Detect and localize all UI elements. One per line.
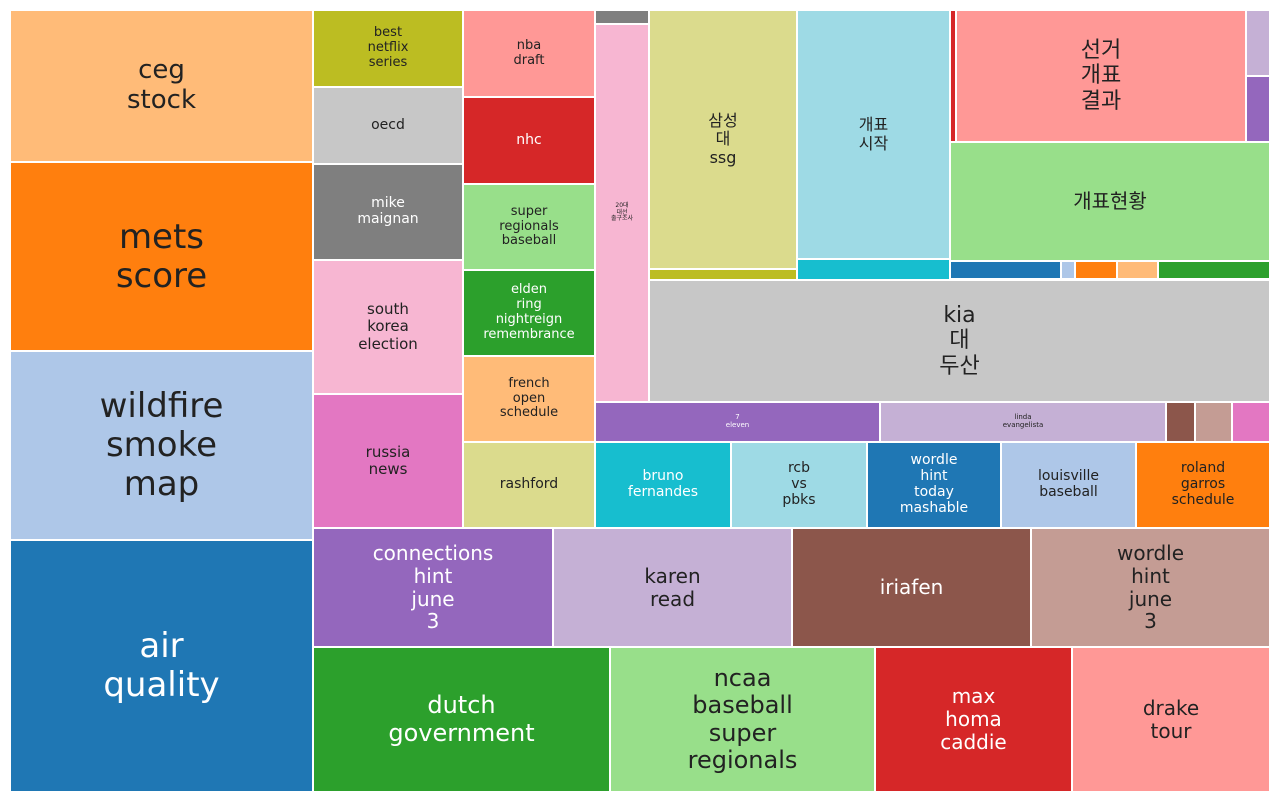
treemap-tile-label: 개표 시작 (858, 115, 889, 153)
treemap-tile-label: 7 eleven (725, 413, 750, 429)
treemap-tile: air quality (10, 540, 313, 792)
treemap-tile: 선거 개표 결과 (956, 10, 1246, 142)
treemap-tile-label: iriafen (879, 575, 944, 600)
treemap-tile: iriafen (792, 528, 1031, 647)
treemap-tile-label: mets score (115, 216, 208, 296)
treemap-tile-label: dutch government (388, 691, 535, 747)
treemap-tile: mets score (10, 162, 313, 351)
treemap-tile: wordle hint june 3 (1031, 528, 1270, 647)
treemap-tile: dutch government (313, 647, 610, 792)
treemap-tile: nhc (463, 97, 595, 184)
treemap-tile-label: bruno fernandes (627, 468, 699, 500)
treemap-tile (649, 269, 797, 280)
treemap-tile-label: karen read (644, 563, 701, 611)
treemap-tile: louisville baseball (1001, 442, 1136, 528)
treemap-tile: south korea election (313, 260, 463, 394)
treemap-tile-label: nba draft (513, 37, 545, 68)
treemap-tile-label: 개표현황 (1073, 189, 1147, 214)
treemap-tile-label: russia news (365, 442, 411, 478)
treemap-tile (1075, 261, 1117, 279)
treemap-tile (1158, 261, 1270, 279)
treemap-tile (1061, 261, 1075, 279)
treemap-tile-label: super regionals baseball (499, 203, 559, 249)
treemap-tile-label: ceg stock (127, 55, 196, 115)
treemap-tile-label: french open schedule (499, 375, 559, 421)
treemap-tile-label: wordle hint june 3 (1116, 540, 1185, 634)
treemap-tile-label: louisville baseball (1037, 468, 1100, 500)
treemap-tile (1232, 402, 1270, 442)
treemap-tile: rashford (463, 442, 595, 528)
treemap-tile-label: oecd (371, 116, 405, 133)
treemap-tile: kia 대 두산 (649, 280, 1270, 402)
treemap-tile-label: roland garros schedule (1171, 460, 1235, 508)
treemap-tile: 20대 대선 출구조사 (595, 24, 649, 402)
treemap-tile (1166, 402, 1195, 442)
treemap-tile-label: rcb vs pbks (782, 460, 816, 508)
treemap-tile-label: connections hint june 3 (372, 540, 494, 634)
treemap-tile-label: linda evangelista (1002, 413, 1044, 429)
treemap-tile: max homa caddie (875, 647, 1072, 792)
treemap-tile (1195, 402, 1232, 442)
treemap-tile (1246, 10, 1270, 76)
treemap-tile: rcb vs pbks (731, 442, 867, 528)
treemap-tile: roland garros schedule (1136, 442, 1270, 528)
treemap-tile-label: wildfire smoke map (99, 386, 224, 504)
treemap-tile-label: kia 대 두산 (939, 303, 980, 379)
treemap-tile: super regionals baseball (463, 184, 595, 270)
treemap-tile: 개표 시작 (797, 10, 950, 259)
treemap-tile-label: elden ring nightreign remembrance (483, 282, 575, 342)
treemap-tile-label: drake tour (1142, 695, 1200, 743)
treemap-tile: oecd (313, 87, 463, 164)
treemap-tile-label: ncaa baseball super regionals (687, 663, 798, 774)
treemap-tile-label: wordle hint today mashable (899, 452, 969, 516)
treemap-tile-label: air quality (103, 626, 220, 705)
treemap-tile-label: nhc (516, 131, 542, 148)
treemap-tile-label: 선거 개표 결과 (1080, 38, 1122, 114)
treemap-tile-label: best netflix series (367, 25, 409, 70)
treemap-tile: ceg stock (10, 10, 313, 162)
treemap-tile (595, 10, 649, 24)
treemap-tile: elden ring nightreign remembrance (463, 270, 595, 356)
treemap-tile: connections hint june 3 (313, 528, 553, 647)
treemap-tile: bruno fernandes (595, 442, 731, 528)
treemap-tile: ncaa baseball super regionals (610, 647, 875, 792)
treemap-tile-label: 삼성 대 ssg (708, 111, 738, 167)
treemap-tile-label: rashford (499, 476, 559, 493)
treemap-tile: nba draft (463, 10, 595, 97)
treemap-tile: wordle hint today mashable (867, 442, 1001, 528)
treemap-tile (797, 259, 950, 280)
treemap-tile (1117, 261, 1158, 279)
treemap-tile: russia news (313, 394, 463, 528)
treemap-tile: wildfire smoke map (10, 351, 313, 540)
treemap-tile-label: max homa caddie (940, 684, 1007, 754)
treemap-tile-label: mike maignan (357, 195, 419, 227)
treemap-tile (950, 261, 1061, 279)
treemap-tile: french open schedule (463, 356, 595, 442)
treemap-tile: mike maignan (313, 164, 463, 260)
treemap-tile: best netflix series (313, 10, 463, 87)
treemap-tile: drake tour (1072, 647, 1270, 792)
treemap-tile: linda evangelista (880, 402, 1166, 442)
treemap-tile (1246, 76, 1270, 142)
treemap-tile: 7 eleven (595, 402, 880, 442)
treemap-tile: 삼성 대 ssg (649, 10, 797, 269)
treemap-tile-label: 20대 대선 출구조사 (610, 201, 634, 223)
treemap-tile: 개표현황 (950, 142, 1270, 261)
treemap-tile (950, 10, 956, 142)
treemap-tile-label: south korea election (358, 300, 418, 353)
treemap-tile: karen read (553, 528, 792, 647)
